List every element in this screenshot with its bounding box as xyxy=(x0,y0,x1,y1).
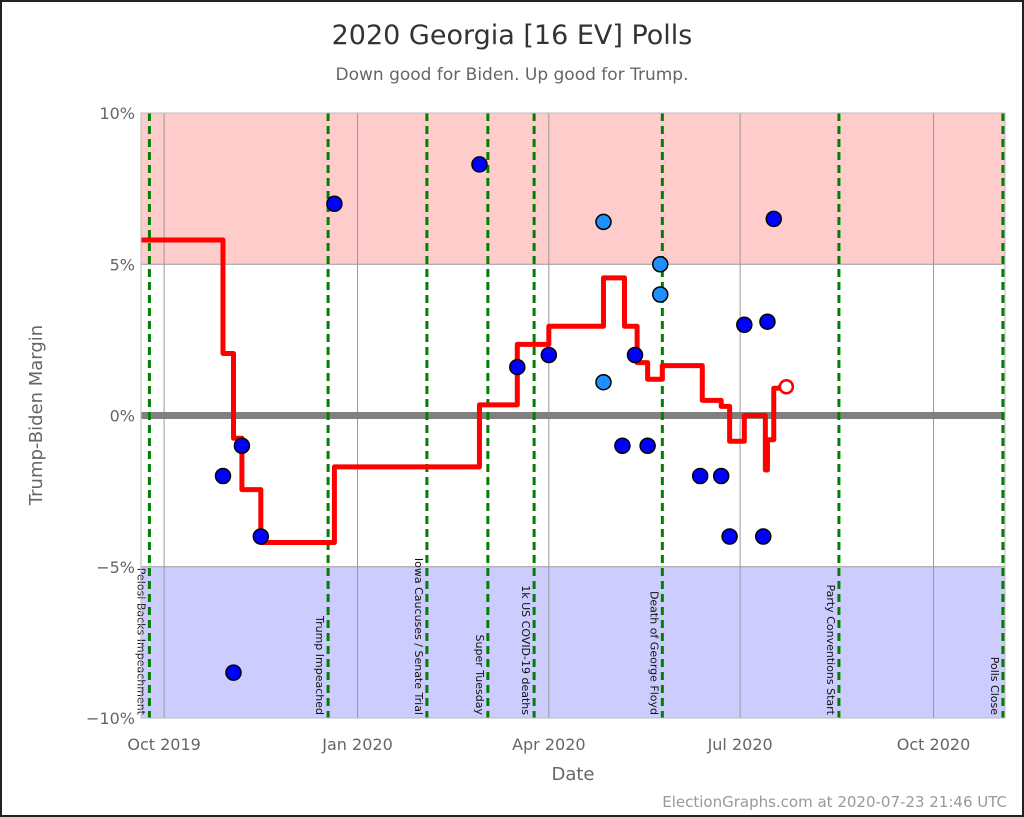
y-axis-label: Trump-Biden Margin xyxy=(26,325,47,506)
plot-area: 10% 5% 0% −5% −10% Oct 2019 Jan 2020 Apr 2020 Ju… xyxy=(86,104,1006,754)
poll-point xyxy=(712,467,730,485)
poll-point xyxy=(225,664,242,681)
poll-point xyxy=(736,316,753,333)
shaded-band xyxy=(141,113,1005,265)
footer-credit: ElectionGraphs.com at 2020-07-23 21:46 U… xyxy=(662,793,1007,811)
poll-point xyxy=(595,213,612,231)
poll-point xyxy=(509,358,526,376)
x-tick-label: Apr 2020 xyxy=(512,735,585,754)
event-label: Trump Impeached xyxy=(313,615,326,715)
x-tick-label: Jul 2020 xyxy=(707,735,773,754)
y-tick-label: −5% xyxy=(96,558,135,577)
x-tick-label: Oct 2019 xyxy=(127,735,200,754)
y-tick-label: 0% xyxy=(110,407,135,426)
poll-point xyxy=(540,346,558,364)
poll-point xyxy=(626,346,644,364)
event-label: Party Conventions Start xyxy=(824,584,837,715)
x-tick-label: Oct 2020 xyxy=(897,735,970,754)
poll-point xyxy=(595,373,612,391)
poll-point xyxy=(754,528,772,545)
shaded-band xyxy=(141,566,1005,718)
poll-point xyxy=(765,210,783,228)
poll-point xyxy=(651,256,669,273)
event-label: Iowa Caucuses / Senate Trial xyxy=(412,558,425,715)
y-tick-label: 10% xyxy=(99,104,135,123)
poll-point xyxy=(639,437,656,454)
current-average-marker xyxy=(778,379,795,395)
poll-point xyxy=(233,437,251,454)
poll-point xyxy=(721,528,738,545)
poll-point xyxy=(651,286,669,303)
event-label: Super Tuesday xyxy=(473,635,486,716)
poll-point xyxy=(252,528,270,545)
y-tick-label: 5% xyxy=(110,255,135,274)
chart-title: 2020 Georgia [16 EV] Polls xyxy=(332,20,693,51)
poll-point xyxy=(614,437,631,454)
plot-border xyxy=(140,112,1006,719)
chart-subtitle: Down good for Biden. Up good for Trump. xyxy=(336,65,689,85)
event-label: Polls Close xyxy=(988,657,1001,716)
event-label: Death of George Floyd xyxy=(647,591,660,715)
poll-point xyxy=(759,313,776,330)
poll-point xyxy=(214,467,232,485)
average-line xyxy=(141,237,787,546)
x-tick-label: Jan 2020 xyxy=(321,735,392,754)
poll-point xyxy=(471,156,488,173)
x-axis-label: Date xyxy=(551,764,594,785)
poll-point xyxy=(326,195,343,212)
event-label: 1k US COVID-19 deaths xyxy=(519,585,532,715)
y-tick-label: −10% xyxy=(86,709,135,728)
poll-point xyxy=(691,467,709,485)
